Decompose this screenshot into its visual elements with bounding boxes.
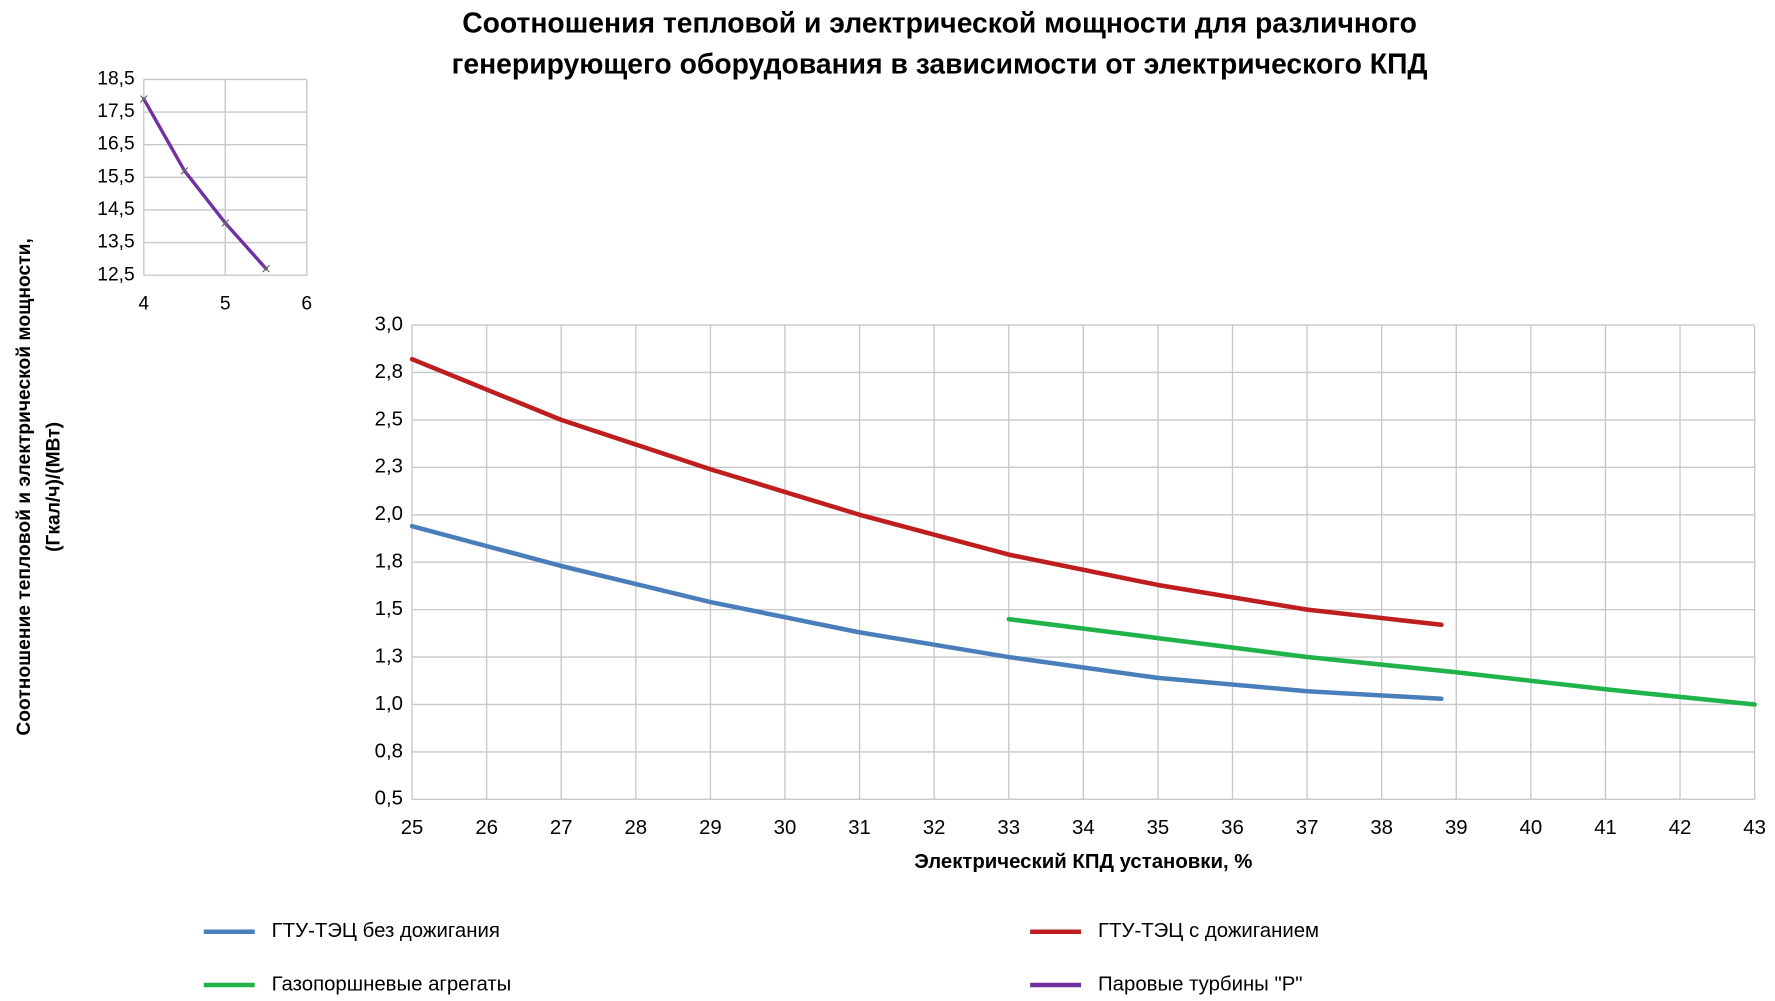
x-tick-label: 41: [1594, 817, 1617, 839]
x-tick-label: 37: [1296, 817, 1319, 839]
y-tick-label: 2,3: [375, 456, 403, 478]
chart-title: генерирующего оборудования в зависимости…: [452, 47, 1428, 79]
x-tick-label: 5: [220, 294, 231, 315]
x-tick-label: 43: [1743, 817, 1766, 839]
line-series: [1006, 616, 1757, 707]
line-series: [409, 356, 1444, 628]
x-tick-label: 32: [923, 817, 946, 839]
point-marker: [139, 95, 148, 103]
legend-label: Газопоршневые агрегаты: [272, 973, 512, 995]
x-tick-label: 27: [550, 817, 573, 839]
y-tick-label: 14,5: [97, 199, 134, 220]
line-series: [142, 97, 268, 271]
y-axis-label: (Гкал/ч)/(МВт): [43, 422, 64, 552]
y-tick-label: 0,5: [375, 788, 403, 810]
y-axis-label: Соотношение тепловой и электрической мощ…: [14, 238, 35, 735]
x-tick-label: 26: [475, 817, 498, 839]
x-tick-label: 33: [997, 817, 1020, 839]
x-tick-label: 38: [1370, 817, 1393, 839]
y-tick-label: 1,3: [375, 645, 403, 667]
x-tick-label: 4: [138, 294, 149, 315]
point-marker: [262, 264, 270, 273]
y-tick-label: 0,8: [375, 740, 403, 762]
legend-label: Паровые турбины "Р": [1098, 973, 1302, 995]
x-axis-label: Электрический КПД установки, %: [914, 851, 1252, 873]
legend-label: ГТУ-ТЭЦ без дожигания: [272, 920, 500, 942]
legend-label: ГТУ-ТЭЦ с дожиганием: [1098, 920, 1319, 942]
y-tick-label: 16,5: [97, 134, 134, 155]
x-tick-label: 39: [1445, 817, 1468, 839]
chart-title: Соотношения тепловой и электрической мощ…: [462, 7, 1417, 39]
y-tick-label: 1,0: [375, 693, 403, 715]
y-tick-label: 1,5: [375, 598, 403, 620]
x-tick-label: 30: [774, 817, 797, 839]
point-marker: [180, 166, 189, 175]
x-tick-label: 35: [1147, 817, 1170, 839]
line-series: [409, 523, 1444, 702]
point-marker: [221, 219, 230, 227]
x-tick-label: 6: [301, 294, 312, 315]
x-tick-label: 36: [1221, 817, 1244, 839]
y-tick-label: 15,5: [97, 166, 134, 187]
y-tick-label: 2,8: [375, 361, 403, 383]
y-tick-label: 2,0: [375, 503, 403, 525]
y-tick-label: 3,0: [375, 313, 403, 335]
x-tick-label: 42: [1669, 817, 1692, 839]
x-tick-label: 34: [1072, 817, 1095, 839]
y-tick-label: 17,5: [97, 101, 134, 122]
x-tick-label: 25: [401, 817, 424, 839]
y-tick-label: 12,5: [97, 264, 134, 285]
y-tick-label: 1,8: [375, 551, 403, 573]
x-tick-label: 40: [1520, 817, 1543, 839]
x-tick-label: 31: [848, 817, 871, 839]
y-tick-label: 13,5: [97, 232, 134, 253]
y-tick-label: 18,5: [97, 68, 134, 89]
y-tick-label: 2,5: [375, 408, 403, 430]
x-tick-label: 28: [624, 817, 647, 839]
x-tick-label: 29: [699, 817, 722, 839]
